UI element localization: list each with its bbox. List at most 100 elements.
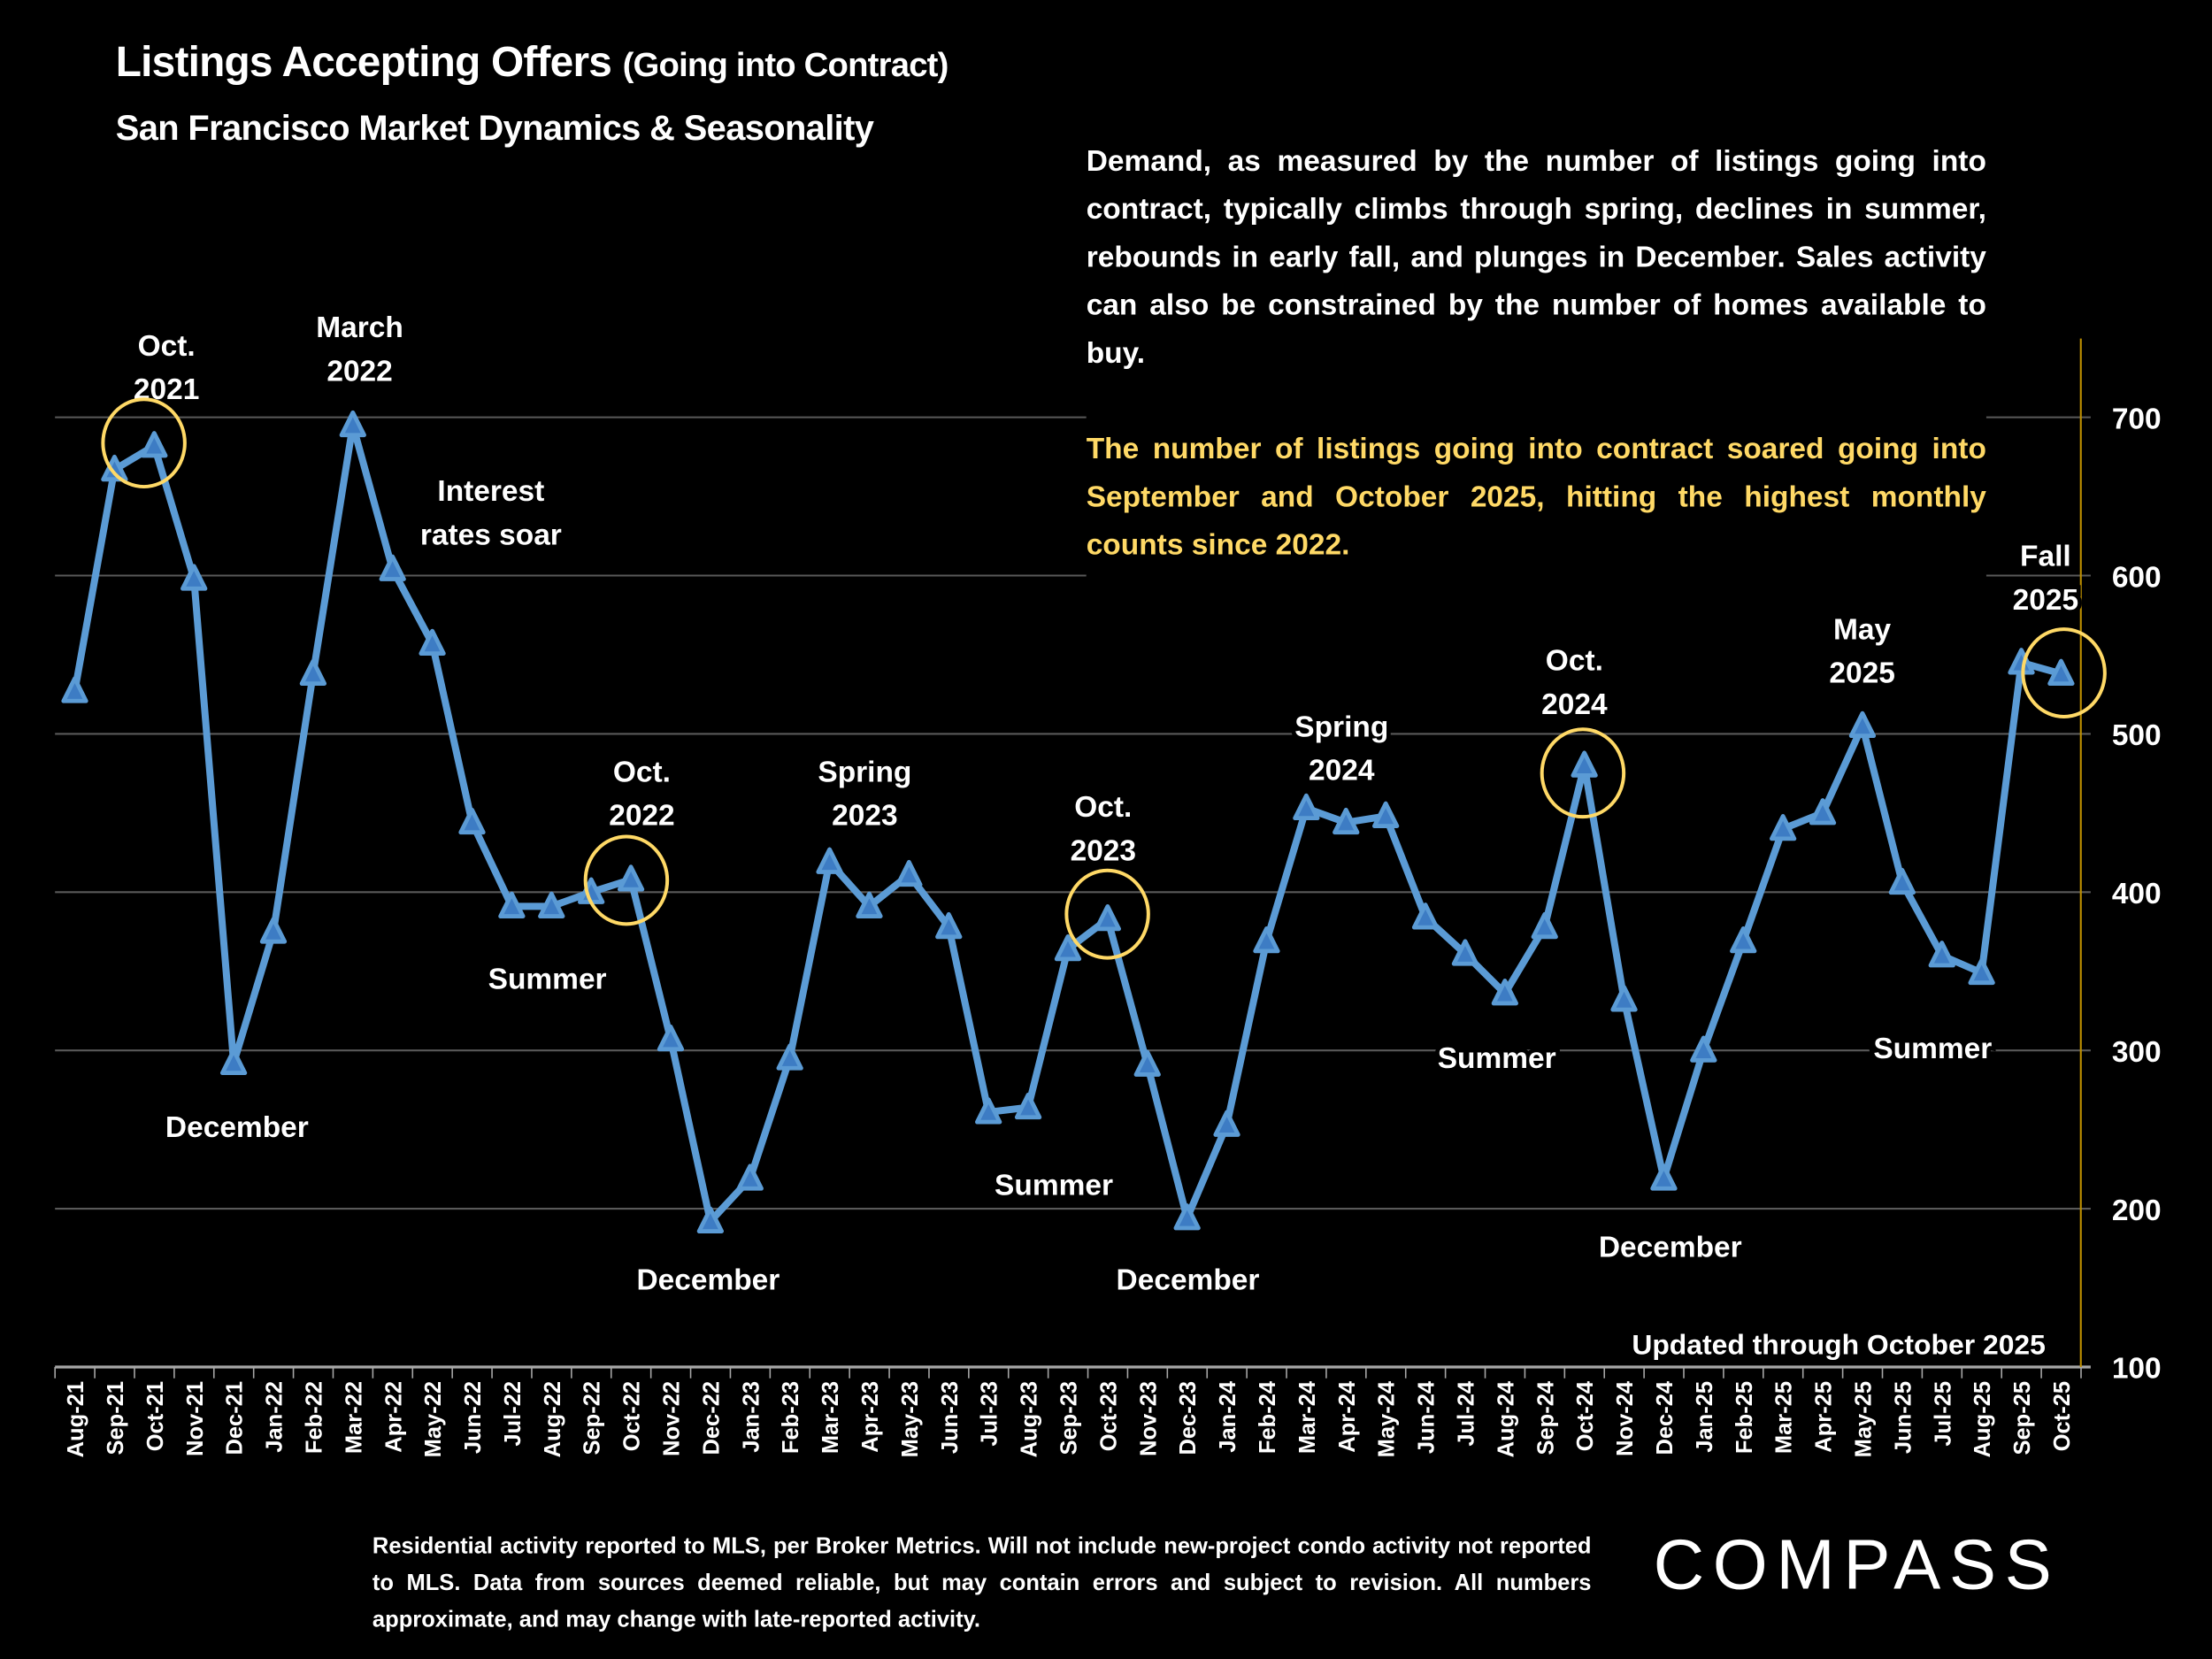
annotation-label: Summer [990, 1165, 1118, 1207]
annotation-label: Spring 2023 [814, 752, 917, 837]
data-point-marker [61, 676, 88, 703]
annotations: Oct. 2021 March 2022 Interest rates soar Decem… [129, 307, 2083, 1360]
data-point-marker [299, 658, 327, 686]
x-tick-label: May-22 [421, 1381, 446, 1457]
data-point-marker [1293, 793, 1320, 821]
annotation-label: Summer [1433, 1038, 1561, 1079]
y-tick-label: 600 [2112, 561, 2162, 594]
data-point-marker [141, 431, 168, 458]
annotation-label: May 2025 [1825, 609, 1900, 694]
x-tick-label: Oct-25 [2050, 1381, 2075, 1451]
data-point-marker [696, 1206, 725, 1233]
x-tick-label: Sep-25 [2010, 1381, 2035, 1455]
annotation-label: Oct. 2024 [1537, 641, 1611, 726]
data-point-marker [895, 859, 923, 887]
data-point-marker [1014, 1092, 1042, 1120]
x-tick-label: Mar-25 [1772, 1381, 1797, 1454]
x-tick-label: Nov-22 [660, 1381, 685, 1456]
y-tick-label: 700 [2112, 403, 2162, 435]
annotation-label: Summer [484, 959, 611, 1001]
x-tick-label: Oct-24 [1573, 1380, 1598, 1451]
annotation-label: Summer [1870, 1028, 1997, 1070]
y-tick-label: 500 [2112, 719, 2162, 752]
data-point-marker [458, 807, 486, 835]
data-point-marker [816, 847, 843, 874]
data-point-marker [1968, 957, 1995, 986]
annotation-text: Oct. [1074, 791, 1132, 824]
annotation-text: Summer [1438, 1042, 1556, 1075]
annotation-label: Oct. 2023 [1066, 787, 1141, 872]
highlight-circles [101, 397, 2107, 960]
data-point-marker [1333, 807, 1360, 835]
x-tick-label: Apr-22 [381, 1381, 406, 1453]
x-tick-label: Aug-21 [64, 1381, 88, 1457]
annotation-text: December [636, 1263, 780, 1296]
data-point-marker [1094, 903, 1122, 932]
annotation-text: Interest [437, 475, 544, 508]
annotation-label: March 2022 [311, 307, 407, 392]
data-point-marker [1610, 985, 1638, 1012]
x-tick-label: Aug-25 [1970, 1381, 1995, 1457]
data-point-marker [1888, 867, 1916, 895]
x-tick-label: Jan-25 [1693, 1381, 1717, 1453]
x-tick-label: Sep-23 [1057, 1381, 1082, 1455]
annotation-text: 2023 [1071, 835, 1136, 868]
annotation-label: Interest rates soar [416, 471, 566, 556]
x-tick-label: Mar-24 [1295, 1380, 1320, 1454]
data-point-marker [1054, 933, 1082, 962]
x-tick-label: Jul-25 [1931, 1381, 1955, 1447]
annotation-label: Oct. 2022 [604, 752, 679, 837]
data-point-marker [1133, 1049, 1161, 1077]
data-point-marker [856, 891, 883, 918]
title-main: Listings Accepting Offers [115, 39, 612, 87]
x-tick-label: Mar-23 [818, 1381, 843, 1454]
x-tick-label: Jun-23 [938, 1381, 963, 1454]
highlight-paragraph: The number of listings going into contra… [1086, 433, 1986, 562]
compass-logo: COMPASS [1653, 1525, 2061, 1604]
x-tick-label: Apr-24 [1335, 1380, 1360, 1453]
y-tick-label: 400 [2112, 878, 2162, 910]
data-point-marker [617, 864, 645, 892]
annotation-text: Oct. [1546, 644, 1603, 677]
annotation-text: May [1833, 613, 1891, 646]
x-tick-label: Jul-23 [978, 1381, 1002, 1447]
x-tick-label: Dec-23 [1176, 1381, 1201, 1455]
annotation-text: Summer [1873, 1033, 1992, 1065]
highlight-circle [1540, 727, 1626, 819]
y-tick-label: 200 [2112, 1194, 2162, 1227]
x-tick-label: Jun-25 [1891, 1381, 1916, 1454]
x-tick-label: Nov-24 [1613, 1380, 1638, 1456]
x-tick-label: Jan-24 [1216, 1380, 1240, 1453]
data-point-marker [1650, 1164, 1678, 1191]
annotation-label: Spring 2024 [1290, 706, 1393, 791]
highlight-circle [2021, 627, 2107, 718]
x-tick-label: Feb-25 [1732, 1381, 1757, 1454]
data-point-marker [2008, 648, 2035, 675]
annotation-text: 2025 [2013, 584, 2078, 617]
x-tick-label: Nov-21 [183, 1381, 208, 1456]
data-point-marker [180, 564, 208, 591]
annotation-text: Summer [488, 964, 607, 996]
annotation-text: December [1117, 1263, 1260, 1296]
annotation-text: 2022 [609, 800, 674, 833]
x-tick-label: Nov-23 [1136, 1381, 1161, 1456]
annotation-text: rates soar [420, 518, 562, 551]
x-tick-label: Oct-21 [143, 1381, 168, 1451]
x-tick-label: May-24 [1375, 1380, 1400, 1457]
data-point-marker [1451, 939, 1479, 966]
x-tick-label: Dec-21 [223, 1381, 248, 1455]
description-paragraph: Demand, as measured by the number of lis… [1086, 145, 1986, 370]
data-point-marker [498, 891, 526, 918]
axes: 100 200 300 400 500 600 700 Aug-21 Sep-21 Oct-21 N… [54, 338, 2162, 1457]
data-point-marker [538, 891, 565, 918]
data-point-marker [1769, 814, 1797, 841]
x-tick-label: Sep-21 [104, 1381, 128, 1455]
annotation-label: December [633, 1259, 784, 1301]
data-point-marker [736, 1164, 764, 1191]
data-point-marker [339, 410, 366, 438]
data-point-marker [379, 554, 406, 581]
highlight-circle [101, 397, 187, 489]
x-tick-label: Dec-22 [699, 1381, 724, 1455]
data-point-marker [1491, 979, 1518, 1006]
